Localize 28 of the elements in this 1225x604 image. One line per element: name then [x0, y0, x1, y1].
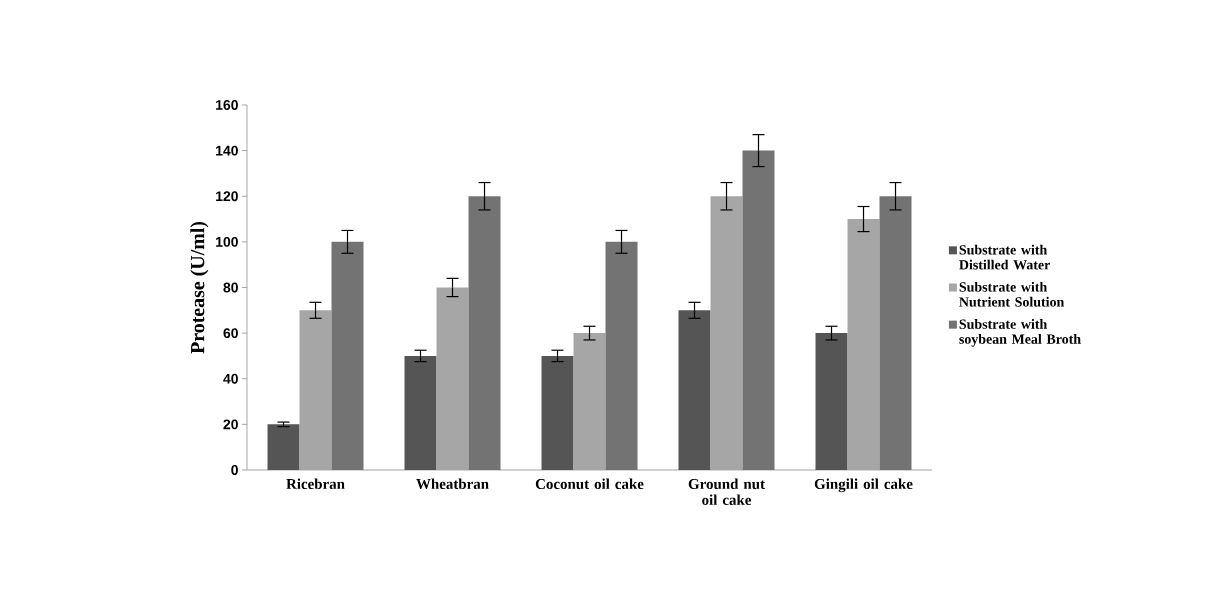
bar	[678, 310, 711, 470]
bar	[267, 424, 300, 470]
y-tick-label: 140	[216, 145, 238, 156]
y-tick-label: 80	[223, 282, 238, 293]
bar	[605, 241, 638, 470]
bar	[879, 196, 912, 470]
legend-label: Substrate with soybean Meal Broth	[959, 319, 1081, 347]
y-tick-label: 0	[231, 465, 238, 475]
bar	[815, 333, 848, 470]
bar	[404, 355, 437, 470]
bar	[468, 196, 501, 470]
y-axis-title: Protease (U/ml)	[190, 221, 209, 354]
x-tick-label: Ricebran	[286, 478, 345, 490]
legend-label: Substrate with Distilled Water	[959, 244, 1051, 270]
x-tick-label: Coconut oil cake	[535, 478, 644, 490]
x-tick-label: Wheatbran	[416, 478, 489, 490]
y-tick-label: 60	[223, 328, 238, 339]
y-tick-label: 40	[223, 373, 238, 384]
bar	[742, 150, 775, 470]
x-tick-label: Gingili oil cake	[814, 478, 913, 493]
y-tick-label: 100	[216, 236, 238, 247]
x-tick-label: Ground nut oil cake	[688, 478, 765, 505]
y-tick-label: 120	[216, 191, 238, 202]
legend-label: Substrate with Nutrient Solution	[959, 281, 1065, 307]
bar	[331, 241, 364, 470]
y-tick-label: 160	[216, 100, 238, 110]
bar	[541, 355, 574, 470]
y-tick-label: 20	[223, 419, 238, 430]
